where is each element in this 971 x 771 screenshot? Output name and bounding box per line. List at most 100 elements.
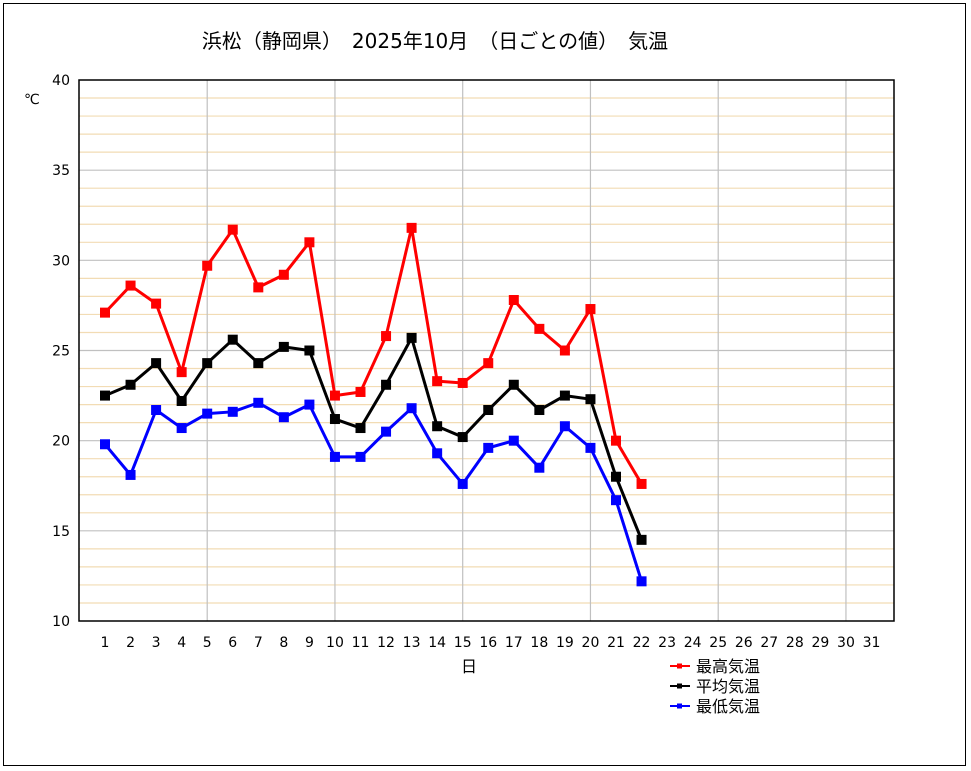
x-tick-label: 12 (377, 635, 395, 651)
data-point (278, 341, 289, 352)
data-point (329, 451, 340, 462)
data-point (202, 358, 213, 369)
y-tick-label: 35 (52, 163, 70, 179)
x-tick-label: 15 (454, 635, 472, 651)
x-tick-label: 8 (279, 635, 288, 651)
x-tick-label: 22 (633, 635, 651, 651)
x-tick-label: 26 (735, 635, 753, 651)
legend-marker (677, 683, 682, 689)
y-tick-label: 10 (52, 614, 70, 630)
legend-item: 最低気温 (670, 697, 760, 716)
series-line (103, 401, 643, 582)
series-1 (100, 222, 647, 489)
major-gridlines (79, 80, 894, 621)
data-point (611, 471, 621, 482)
series-2 (100, 332, 647, 545)
data-point (202, 260, 213, 271)
data-point (176, 423, 187, 434)
data-point (227, 224, 238, 235)
data-point (227, 334, 238, 345)
data-point (278, 269, 289, 280)
plot-area-border (78, 79, 895, 622)
x-tick-label: 23 (658, 635, 676, 651)
data-point (457, 377, 468, 388)
data-point (585, 394, 596, 405)
legend-marker (677, 703, 682, 709)
legend-item: 平均気温 (670, 677, 760, 696)
legend-label: 最高気温 (696, 657, 760, 676)
x-tick-label: 17 (505, 635, 523, 651)
data-point (100, 307, 110, 318)
x-tick-label: 4 (177, 635, 186, 651)
legend-label: 最低気温 (696, 697, 760, 716)
data-point (508, 295, 519, 306)
y-axis-ticks: 10 15 20 25 30 35 40 (52, 73, 70, 630)
x-tick-label: 28 (786, 635, 804, 651)
y-tick-label: 20 (52, 434, 70, 450)
data-point (381, 379, 392, 390)
data-point (125, 280, 136, 291)
y-tick-label: 15 (52, 524, 70, 540)
data-point (559, 421, 570, 432)
legend-marker (677, 663, 682, 669)
x-tick-label: 29 (811, 635, 829, 651)
data-point (508, 435, 519, 446)
data-point (151, 405, 162, 416)
data-point (304, 345, 315, 356)
data-point (457, 432, 468, 443)
x-axis-label: 日 (461, 657, 477, 676)
data-point (406, 403, 417, 414)
data-point (585, 304, 596, 315)
data-point (304, 399, 315, 410)
data-point (559, 390, 570, 401)
data-point (508, 379, 519, 390)
x-tick-label: 9 (305, 635, 314, 651)
data-point (611, 435, 621, 446)
x-axis-ticks: 1 2 3 4 5 6 7 8 9 10 11 12 13 14 15 16 17 18 19 20 21 22 23 24 2… (101, 635, 881, 651)
data-point (457, 478, 468, 489)
data-point (534, 405, 545, 416)
x-tick-label: 21 (607, 635, 625, 651)
y-tick-label: 30 (52, 253, 70, 269)
x-tick-label: 11 (352, 635, 370, 651)
data-point (534, 462, 545, 473)
data-point (176, 367, 187, 378)
x-tick-label: 27 (760, 635, 778, 651)
data-point (329, 390, 340, 401)
data-point (355, 423, 366, 434)
x-tick-label: 1 (101, 635, 110, 651)
x-tick-label: 16 (479, 635, 497, 651)
x-tick-label: 20 (582, 635, 600, 651)
data-point (406, 222, 417, 233)
data-point (253, 358, 264, 369)
data-point (483, 405, 494, 416)
legend-item: 最高気温 (670, 657, 760, 676)
data-point (432, 376, 443, 387)
x-tick-label: 6 (228, 635, 237, 651)
data-point (483, 358, 494, 369)
data-point (559, 345, 570, 356)
data-point (432, 421, 443, 432)
data-point (406, 332, 417, 343)
data-point (125, 379, 136, 390)
x-tick-label: 31 (863, 635, 881, 651)
series-line (103, 226, 643, 485)
data-point (585, 442, 596, 453)
data-point (355, 386, 366, 397)
data-point (355, 451, 366, 462)
data-point (381, 331, 392, 342)
y-tick-label: 25 (52, 344, 70, 360)
data-point (611, 495, 621, 506)
series-layer (100, 222, 647, 587)
data-point (432, 448, 443, 459)
chart-title: 浜松（静岡県） 2025年10月 （日ごとの値） 気温 (202, 29, 668, 53)
data-point (125, 469, 136, 480)
x-tick-label: 25 (709, 635, 727, 651)
minor-gridlines (79, 97, 894, 604)
data-point (202, 408, 213, 419)
data-point (253, 282, 264, 293)
series-3 (100, 397, 647, 587)
x-tick-label: 19 (556, 635, 574, 651)
